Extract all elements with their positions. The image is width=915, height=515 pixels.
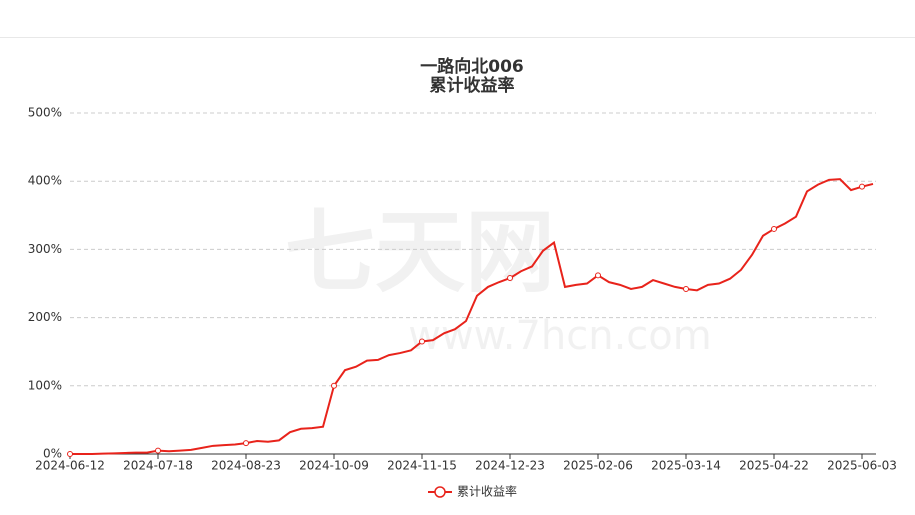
x-tick-label: 2024-11-15	[387, 459, 457, 473]
point-marker	[67, 451, 73, 457]
y-tick-label: 0%	[43, 447, 62, 461]
watermark-url: www.7hcn.com	[408, 313, 711, 359]
watermark-brand: 七天网	[285, 200, 555, 305]
x-tick-label: 2024-12-23	[475, 459, 545, 473]
x-tick-label: 2024-07-18	[123, 459, 193, 473]
point-marker	[683, 285, 689, 292]
x-tick-label: 2025-06-03	[827, 459, 897, 473]
legend-label: 累计收益率	[457, 484, 517, 499]
point-marker	[155, 447, 161, 454]
point-marker	[419, 338, 425, 345]
x-tick-label: 2025-02-06	[563, 459, 633, 473]
x-tick-label: 2024-10-09	[299, 459, 369, 473]
y-tick-label: 400%	[28, 174, 62, 188]
y-tick-label: 500%	[28, 106, 62, 120]
point-marker	[507, 275, 513, 282]
series-line	[70, 178, 874, 455]
point-marker	[595, 272, 601, 279]
chart-subtitle: 累计收益率	[430, 75, 515, 96]
x-tick-label: 2024-06-12	[35, 459, 105, 473]
chart-title: 一路向北006	[420, 56, 524, 77]
y-tick-label: 300%	[28, 242, 62, 256]
x-tick-label: 2025-03-14	[651, 459, 721, 473]
point-marker	[243, 440, 249, 447]
point-marker	[771, 225, 777, 232]
point-marker	[331, 382, 337, 389]
legend-marker	[434, 486, 446, 498]
x-tick-label: 2024-08-23	[211, 459, 281, 473]
x-tick-label: 2025-04-22	[739, 459, 809, 473]
y-tick-label: 200%	[28, 310, 62, 324]
y-tick-label: 100%	[28, 378, 62, 392]
point-marker	[859, 183, 865, 190]
